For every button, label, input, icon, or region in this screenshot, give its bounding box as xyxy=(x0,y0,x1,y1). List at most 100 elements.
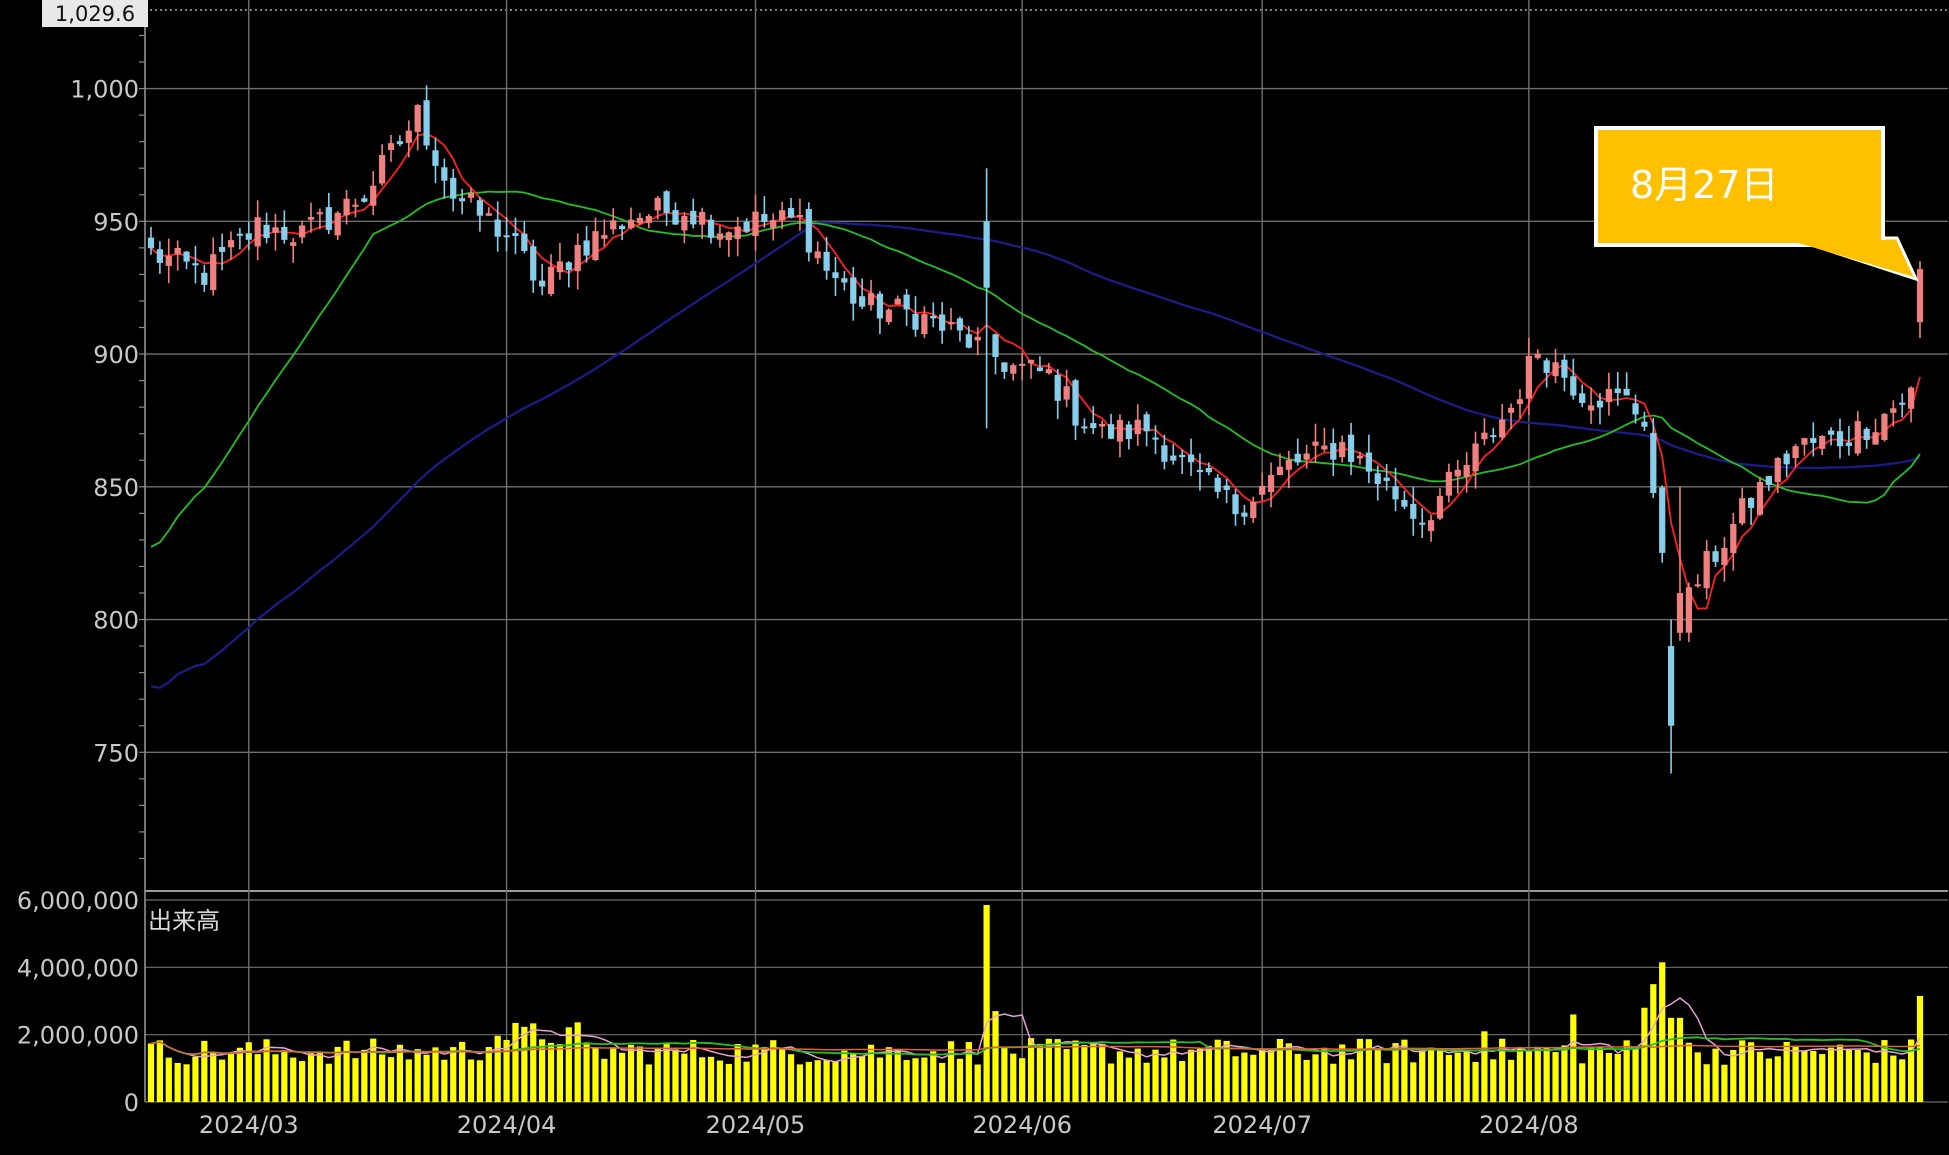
candle-body xyxy=(236,233,244,236)
candle-body xyxy=(601,235,608,239)
candle-body xyxy=(1250,501,1257,519)
candle-body xyxy=(414,104,421,132)
volume-bar xyxy=(396,1044,404,1102)
candle-body xyxy=(663,191,670,213)
volume-bar xyxy=(1392,1043,1399,1102)
volume-bar xyxy=(1552,1052,1559,1102)
candle-body xyxy=(147,237,155,249)
volume-bar xyxy=(201,1040,208,1102)
volume-bar xyxy=(432,1047,439,1102)
candle-body xyxy=(1267,475,1275,492)
volume-bar xyxy=(867,1044,875,1102)
volume-bar xyxy=(956,1058,964,1102)
volume-bar xyxy=(1214,1039,1221,1102)
candle-body xyxy=(1454,469,1461,477)
date-callout: 8月27日 xyxy=(1594,126,1919,282)
volume-bar xyxy=(1419,1050,1426,1102)
volume-bar xyxy=(1650,984,1657,1102)
volume-bar xyxy=(450,1047,457,1102)
candle-body xyxy=(1596,400,1604,408)
volume-bar xyxy=(1090,1043,1097,1102)
volume-bar xyxy=(1445,1054,1452,1102)
candle-body xyxy=(1907,387,1915,409)
volume-bar xyxy=(210,1052,217,1102)
candle-body xyxy=(1347,434,1355,462)
volume-bar xyxy=(814,1060,821,1102)
volume-bar xyxy=(992,1011,999,1102)
volume-bar xyxy=(361,1049,368,1102)
month-tick-label: 2024/06 xyxy=(972,1111,1072,1139)
volume-bar xyxy=(850,1053,857,1102)
candle-body xyxy=(1632,403,1639,415)
candle-body xyxy=(547,266,555,294)
candle-body xyxy=(476,200,484,216)
candle-body xyxy=(503,235,510,238)
volume-bar xyxy=(841,1050,848,1102)
volume-bar xyxy=(1321,1047,1328,1102)
candle-body xyxy=(1419,522,1426,525)
volume-bar xyxy=(1250,1054,1257,1102)
volume-bar xyxy=(1205,1045,1212,1102)
volume-bar xyxy=(1685,1042,1692,1102)
candle-body xyxy=(592,231,599,261)
candle-body xyxy=(1774,458,1781,483)
candle-body xyxy=(1232,494,1239,515)
volume-bar xyxy=(299,1061,306,1102)
volume-bar xyxy=(512,1022,519,1102)
candle-body xyxy=(1916,269,1924,323)
candle-body xyxy=(1507,407,1515,413)
candle-body xyxy=(779,210,786,221)
volume-bar xyxy=(521,1026,528,1102)
volume-bar xyxy=(1427,1047,1435,1102)
volume-bar xyxy=(1845,1049,1852,1102)
volume-bar xyxy=(716,1060,724,1102)
candle-body xyxy=(1525,355,1532,399)
volume-bar xyxy=(1863,1052,1870,1102)
candle-body xyxy=(174,247,181,255)
volume-bar xyxy=(1783,1041,1790,1102)
volume-bar xyxy=(1667,1017,1675,1102)
price-tick-label: 950 xyxy=(93,208,139,236)
volume-bar xyxy=(903,1060,910,1102)
volume-bar xyxy=(859,1055,866,1102)
volume-bar xyxy=(1792,1046,1799,1102)
volume-bar xyxy=(921,1057,928,1102)
volume-bar xyxy=(681,1053,688,1102)
callout-pointer-fill xyxy=(1788,240,1914,277)
candle-body xyxy=(1134,419,1141,435)
candle-body xyxy=(379,154,386,184)
candle-body xyxy=(1276,466,1284,476)
volume-bar xyxy=(1045,1038,1052,1102)
volume-bar xyxy=(1134,1048,1141,1102)
volume-bar xyxy=(183,1064,190,1102)
volume-bar xyxy=(1187,1049,1195,1102)
volume-bar xyxy=(387,1057,395,1102)
candle-body xyxy=(1339,442,1346,458)
volume-bar xyxy=(1356,1038,1364,1102)
volume-bar xyxy=(574,1022,581,1102)
volume-bar xyxy=(663,1043,670,1102)
volume-bar xyxy=(379,1054,386,1102)
candle-body xyxy=(1854,421,1861,454)
candle-body xyxy=(1010,365,1017,374)
volume-bar xyxy=(983,905,990,1102)
volume-bar xyxy=(805,1061,812,1102)
candle-body xyxy=(1872,432,1879,445)
volume-bar xyxy=(352,1058,359,1102)
volume-bar xyxy=(1099,1043,1106,1102)
volume-bar xyxy=(1490,1059,1497,1102)
volume-bar xyxy=(1081,1044,1088,1102)
candle-body xyxy=(343,198,350,216)
volume-bar xyxy=(245,1042,252,1102)
volume-bar xyxy=(1241,1052,1248,1102)
volume-bar xyxy=(1312,1054,1319,1102)
volume-bar xyxy=(1303,1059,1310,1102)
volume-bar xyxy=(476,1060,484,1102)
volume-bar xyxy=(1507,1059,1515,1102)
candle-body xyxy=(1587,405,1595,411)
volume-bar xyxy=(370,1038,377,1102)
candle-body xyxy=(1152,437,1159,440)
candle-body xyxy=(885,309,892,323)
volume-bar xyxy=(779,1048,786,1102)
candle-body xyxy=(787,207,795,218)
